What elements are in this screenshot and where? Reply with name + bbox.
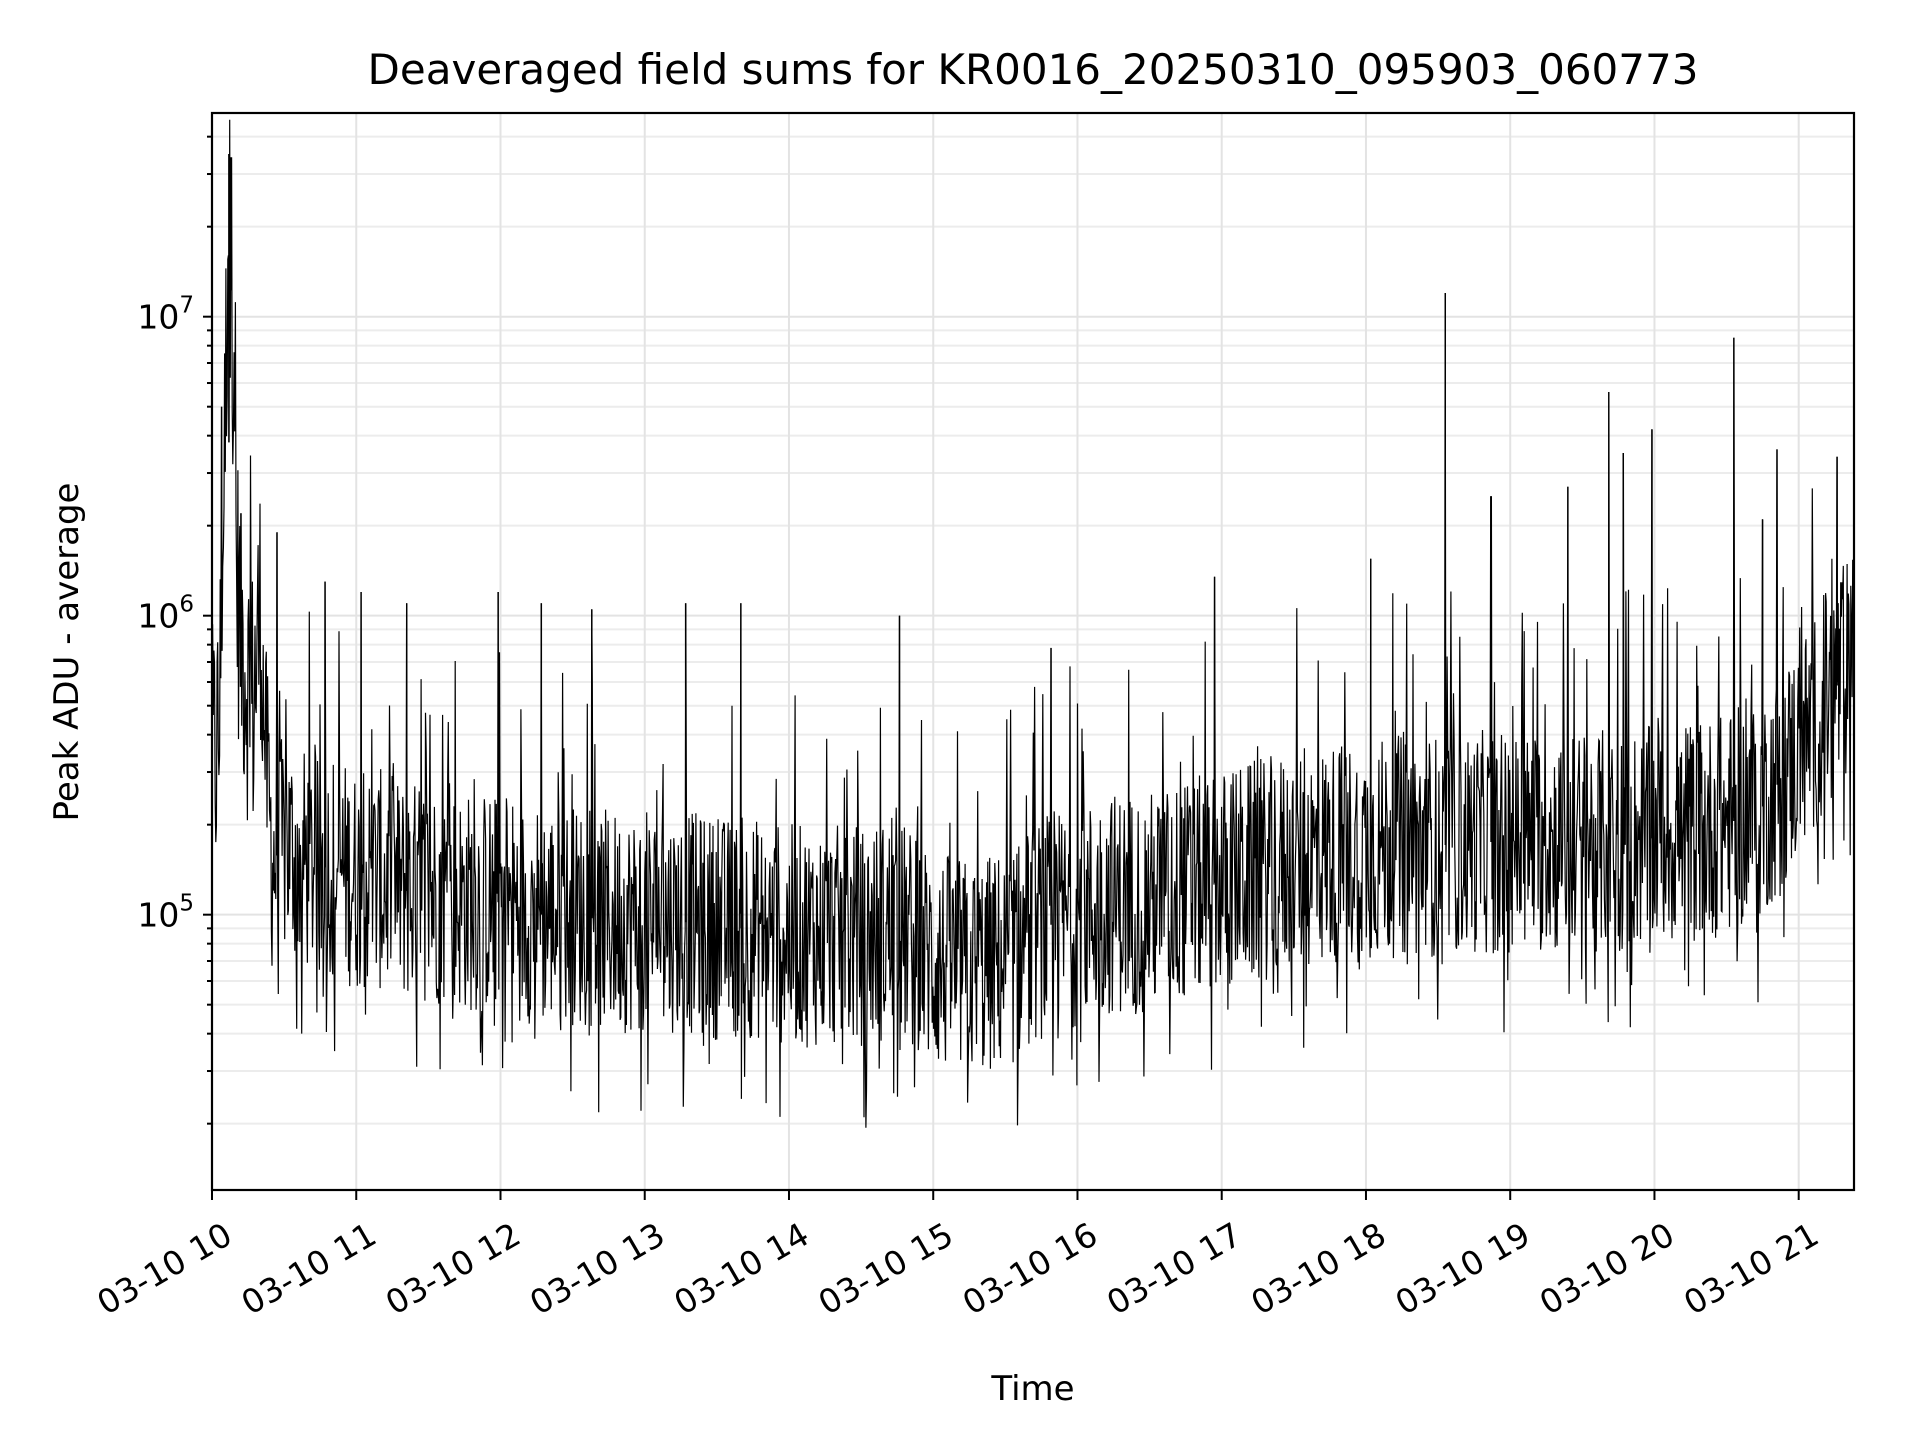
y-tick-label: 107 (137, 293, 194, 337)
x-axis-label: Time (990, 1369, 1074, 1409)
series-line (211, 119, 1855, 1128)
y-axis-label: Peak ADU - average (47, 483, 87, 822)
y-axis-ticks: 105 106 107 (137, 135, 212, 1125)
y-tick-label: 105 (137, 891, 194, 935)
y-tick-label: 106 (137, 592, 194, 636)
chart-title: Deaveraged field sums for KR0016_2025031… (368, 45, 1699, 94)
data-layer (211, 119, 1855, 1128)
plot-frame (210, 111, 1856, 1192)
